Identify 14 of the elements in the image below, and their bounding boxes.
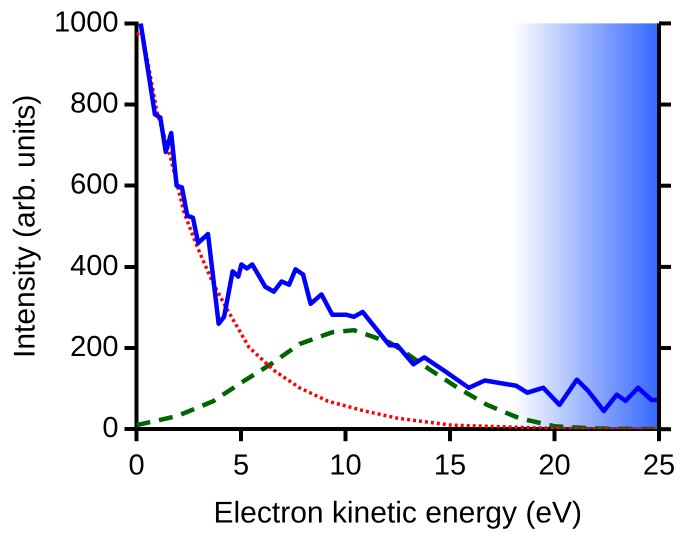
- x-tick-label: 5: [232, 450, 250, 482]
- y-tick-label: 0: [102, 412, 119, 444]
- y-axis-title: Intensity (arb. units): [8, 94, 42, 358]
- y-tick-label: 1000: [54, 6, 119, 38]
- x-axis-title: Electron kinetic energy (eV): [214, 496, 582, 530]
- x-tick-label: 10: [329, 450, 362, 482]
- x-tick-label: 25: [642, 450, 676, 482]
- x-tick-label: 0: [128, 450, 145, 482]
- x-tick-label: 15: [434, 450, 466, 482]
- y-tick-label: 400: [70, 250, 119, 282]
- y-tick-label: 600: [70, 168, 119, 201]
- y-tick-label: 200: [70, 331, 119, 364]
- y-tick-label: 800: [70, 88, 119, 120]
- x-tick-label: 20: [538, 450, 571, 482]
